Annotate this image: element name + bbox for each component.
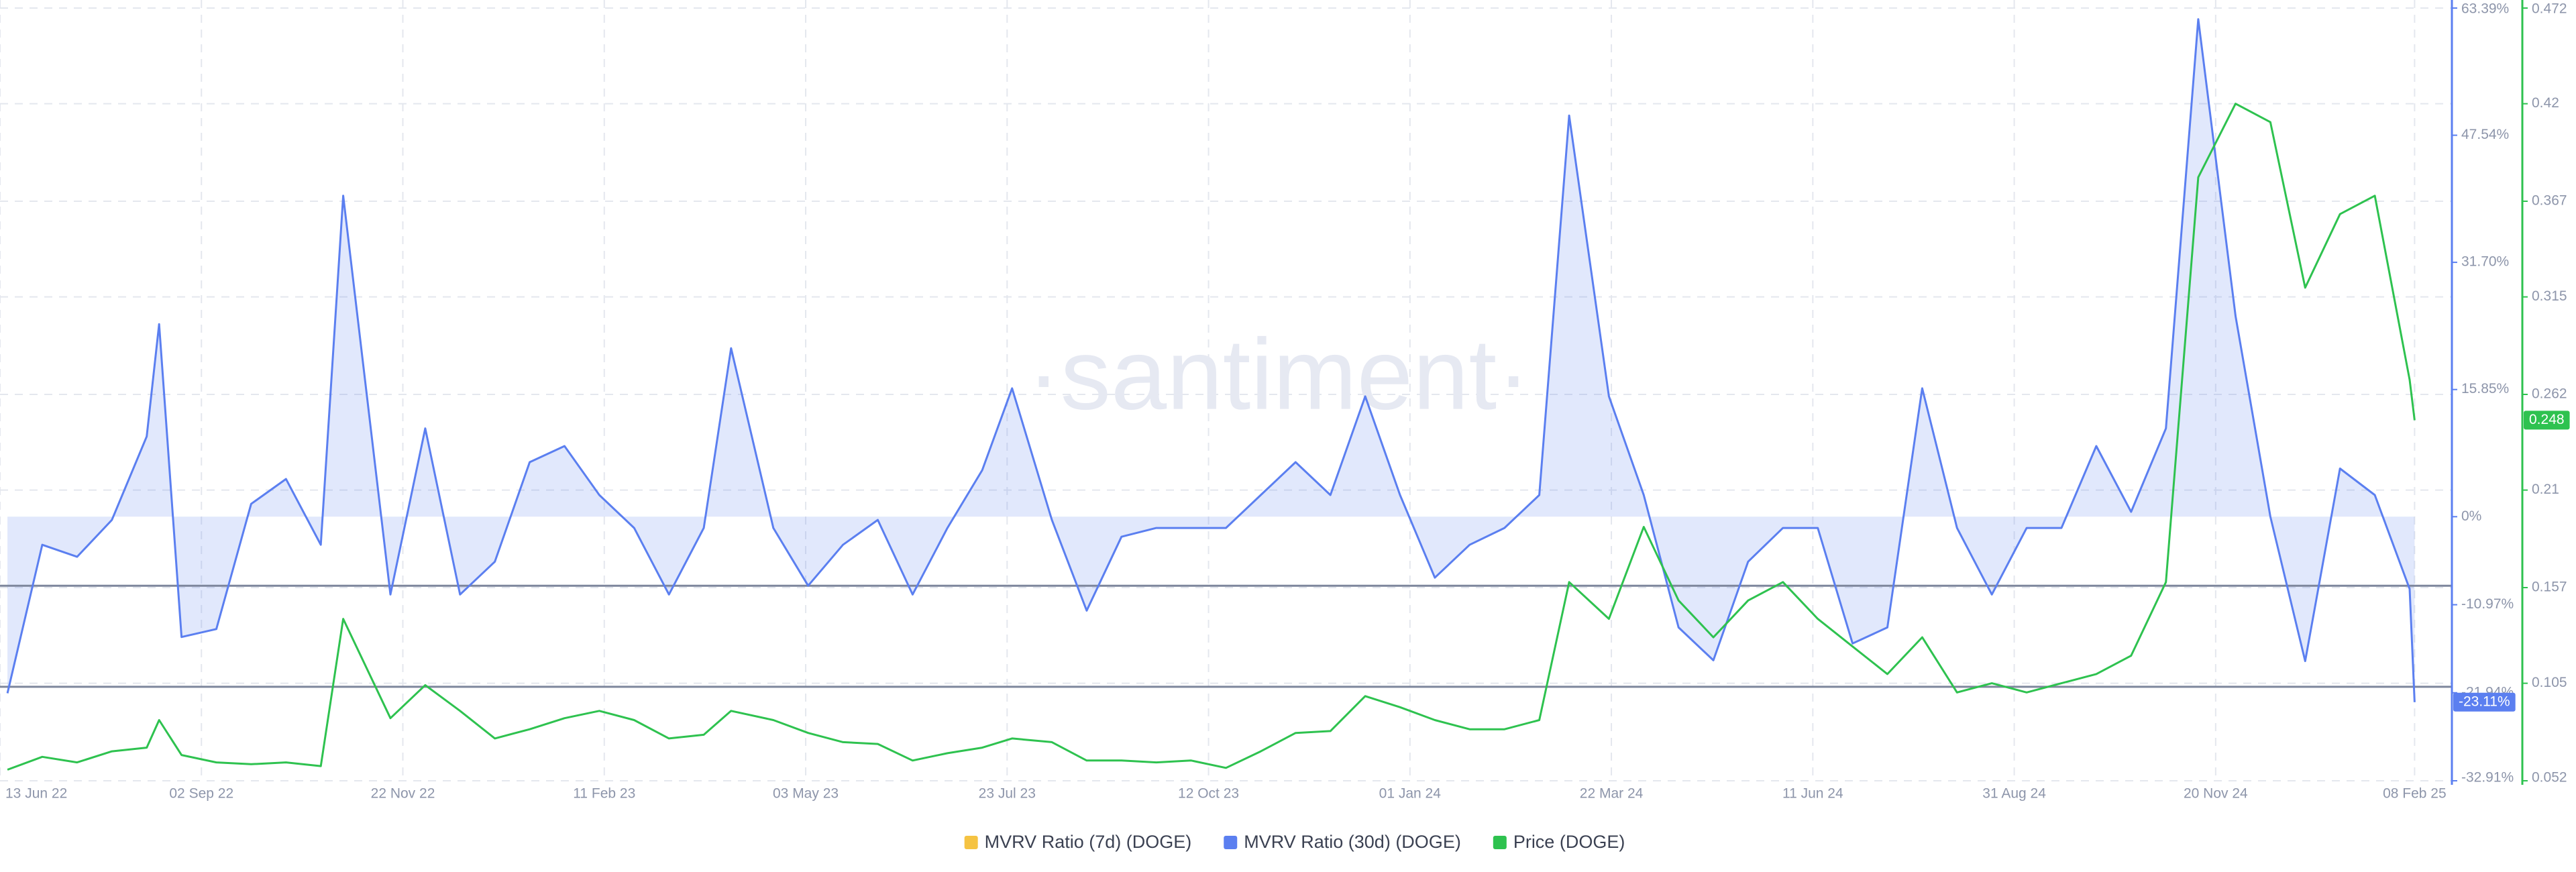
x-tick-label: 11 Jun 24	[1782, 786, 1843, 802]
y2-tick-label: 0.052	[2532, 770, 2567, 785]
x-tick-label: 20 Nov 24	[2184, 786, 2248, 802]
legend-swatch	[1224, 836, 1238, 849]
y-tick-label: 63.39%	[2461, 1, 2509, 17]
x-tick-label: 12 Oct 23	[1178, 786, 1239, 802]
legend-label: Price (DOGE)	[1513, 832, 1625, 852]
series-line	[7, 103, 2416, 771]
legend-item[interactable]: MVRV Ratio (7d) (DOGE)	[964, 832, 1192, 852]
legend-item[interactable]: MVRV Ratio (30d) (DOGE)	[1224, 832, 1461, 852]
y-tick-label: 0%	[2461, 508, 2481, 524]
lines	[6, 18, 2416, 771]
watermark: ·santiment·	[1027, 318, 1530, 431]
y-tick-label: -10.97%	[2461, 596, 2514, 612]
y2-tick-label: 0.157	[2532, 580, 2567, 595]
y2-tick-label: 0.42	[2532, 95, 2559, 111]
y2-tick-label: 0.262	[2532, 386, 2567, 402]
last-value-label: 0.248	[2529, 412, 2565, 427]
y2-tick-label: 0.472	[2532, 1, 2567, 17]
x-tick-label: 03 May 23	[773, 786, 839, 802]
legend-swatch	[964, 836, 978, 849]
x-tick-label: 22 Mar 24	[1580, 786, 1644, 802]
x-tick-label: 01 Jan 24	[1379, 786, 1442, 802]
y-tick-label: 15.85%	[2461, 381, 2509, 396]
legend-label: MVRV Ratio (7d) (DOGE)	[985, 832, 1192, 852]
x-tick-label: 31 Aug 24	[1982, 786, 2046, 802]
y2-tick-label: 0.315	[2532, 288, 2567, 304]
grid	[0, 0, 2452, 781]
y2-tick-label: 0.367	[2532, 193, 2567, 209]
legend-label: MVRV Ratio (30d) (DOGE)	[1244, 832, 1461, 852]
x-tick-label: 13 Jun 22	[5, 786, 67, 802]
y2-tick-label: 0.21	[2532, 482, 2559, 497]
series-line	[6, 18, 2416, 702]
y-tick-label: 47.54%	[2461, 127, 2509, 142]
tick-labels: 13 Jun 22 02 Sep 22 22 Nov 22 11 Feb 23 03 M…	[5, 1, 2570, 802]
y-tick-label: -32.91%	[2461, 770, 2514, 785]
y2-tick-label: 0.105	[2532, 675, 2567, 690]
x-tick-label: 02 Sep 22	[169, 786, 233, 802]
x-tick-label: 22 Nov 22	[371, 786, 435, 802]
reference-lines	[0, 584, 2452, 688]
legend-item[interactable]: Price (DOGE)	[1493, 832, 1625, 852]
last-value-box	[2453, 692, 2516, 712]
x-tick-label: 11 Feb 23	[573, 786, 635, 802]
x-tick-label: 23 Jul 23	[979, 786, 1036, 802]
y-tick-label: 31.70%	[2461, 254, 2509, 270]
last-value-box	[2524, 411, 2570, 430]
legend-swatch	[1493, 836, 1507, 849]
legend: MVRV Ratio (7d) (DOGE) MVRV Ratio (30d) (…	[964, 832, 1625, 852]
x-tick-label: 08 Feb 25	[2383, 786, 2447, 802]
last-value-label: -23.11%	[2459, 694, 2510, 709]
